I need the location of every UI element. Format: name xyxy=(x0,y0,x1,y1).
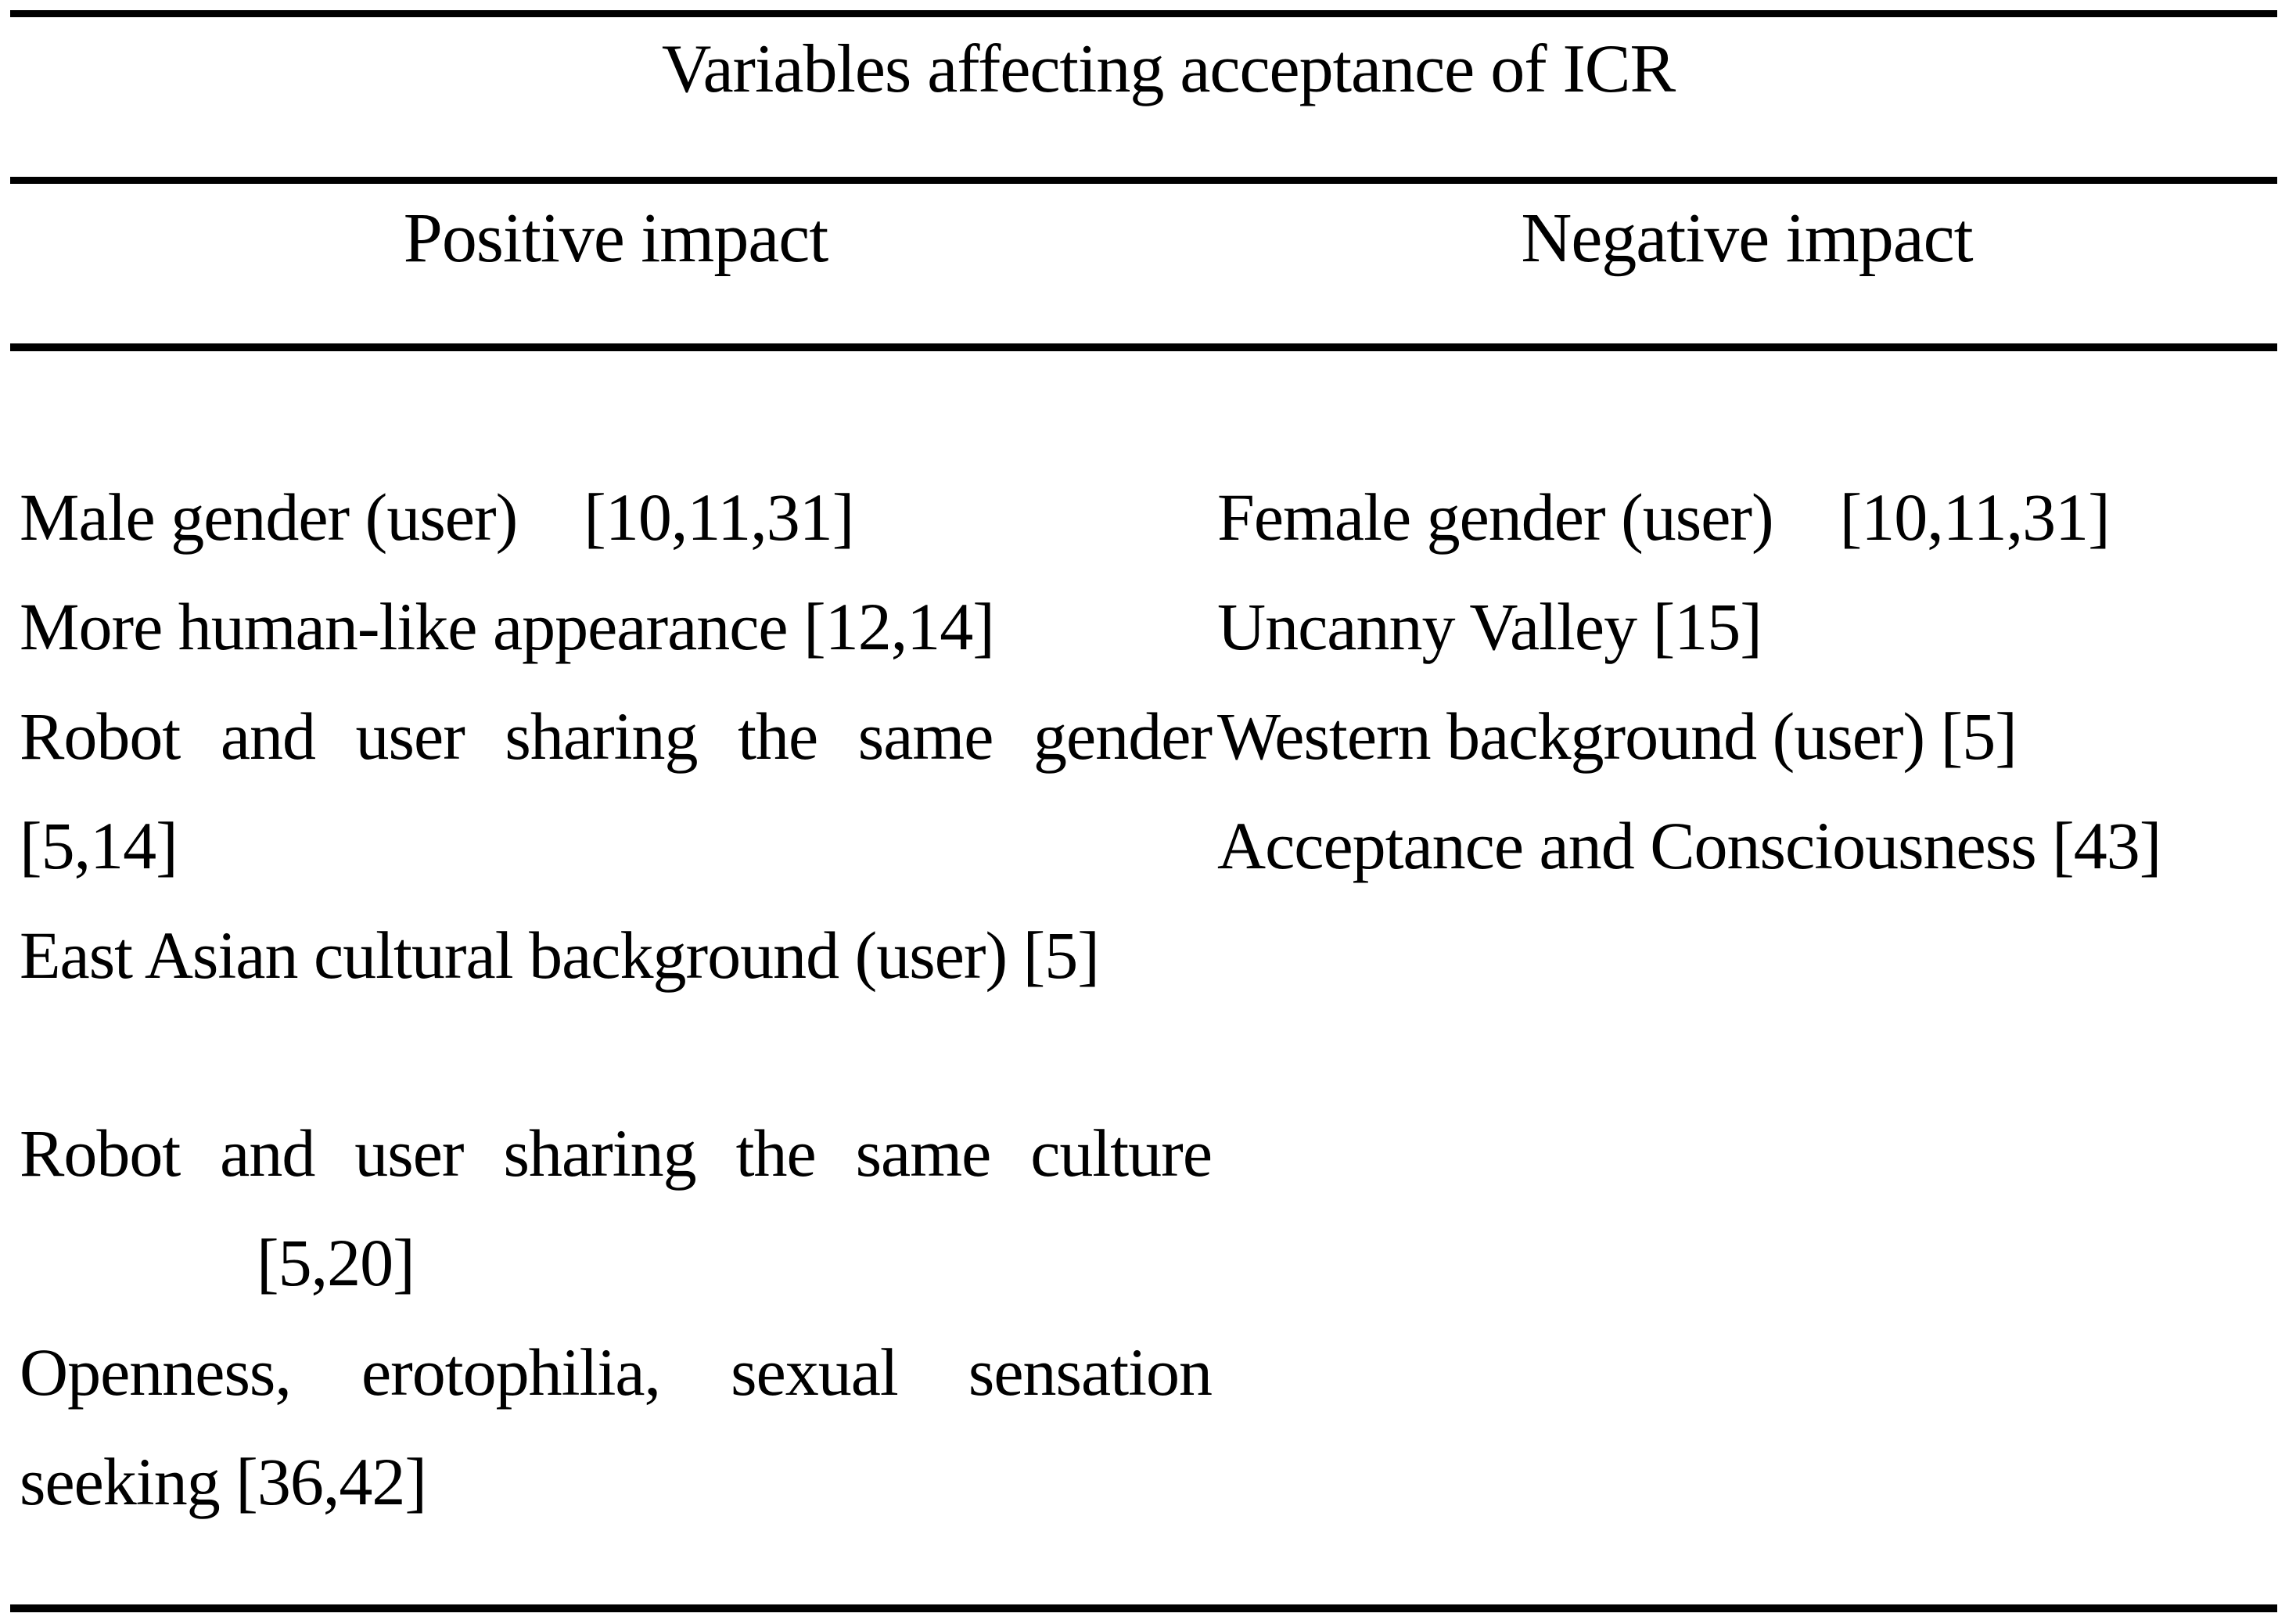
negative-row-acceptance-consciousness: Acceptance and Consciousness [43] xyxy=(1217,808,2161,883)
positive-row-openness: Openness, erotophilia, sexual sensation xyxy=(20,1335,1213,1410)
column-header-negative-impact: Negative impact xyxy=(1521,199,1973,277)
positive-row-same-gender-refs: [5,14] xyxy=(20,808,178,883)
positive-row-seeking-refs: seeking [36,42] xyxy=(20,1444,427,1519)
table-bottom-rule xyxy=(10,1604,2277,1612)
row-refs: [10,11,31] xyxy=(584,480,854,555)
negative-row-female-gender: Female gender (user) [10,11,31] xyxy=(1217,462,2281,572)
negative-row-uncanny-valley: Uncanny Valley [15] xyxy=(1217,589,1762,664)
column-header-positive-impact: Positive impact xyxy=(403,199,828,277)
positive-row-same-gender: Robot and user sharing the same gender xyxy=(20,699,1213,774)
positive-row-human-like-appearance: More human-like appearance [12,14] xyxy=(20,589,995,664)
negative-impact-column: Female gender (user) [10,11,31] Uncanny V… xyxy=(1217,462,2281,900)
positive-row-same-culture: Robot and user sharing the same culture xyxy=(20,1116,1213,1191)
blank-row xyxy=(20,1010,1212,1098)
positive-row-east-asian-background: East Asian cultural background (user) [5… xyxy=(20,918,1100,993)
positive-impact-column: Male gender (user) [10,11,31] More human-… xyxy=(20,462,1213,1536)
table-title: Variables affecting acceptance of ICR xyxy=(661,31,1676,107)
positive-row-same-culture-refs: [5,20] xyxy=(257,1225,415,1300)
row-text: Female gender (user) xyxy=(1217,480,1774,555)
negative-row-western-background: Western background (user) [5] xyxy=(1217,699,2018,774)
positive-row-male-gender: Male gender (user) [10,11,31] xyxy=(20,462,1212,572)
table-top-rule xyxy=(10,10,2277,17)
row-refs: [10,11,31] xyxy=(1839,480,2111,555)
row-text: Male gender (user) xyxy=(20,480,518,555)
table-header-rule xyxy=(10,177,2277,184)
table-subheader-rule xyxy=(10,343,2277,351)
